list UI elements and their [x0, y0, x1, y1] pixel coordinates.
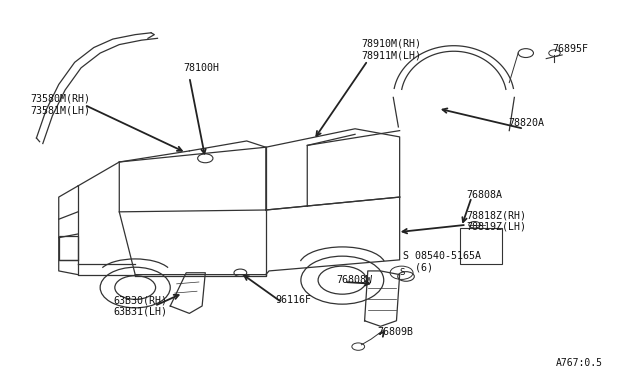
- Text: 78100H: 78100H: [183, 63, 219, 73]
- Text: S: S: [399, 268, 404, 277]
- Text: 73580M(RH)
73581M(LH): 73580M(RH) 73581M(LH): [30, 94, 90, 116]
- Bar: [59, 236, 78, 260]
- Text: A767:0.5: A767:0.5: [556, 358, 603, 368]
- Text: 76809B: 76809B: [378, 327, 413, 337]
- Text: 76808A: 76808A: [467, 190, 502, 200]
- Text: 96116F: 96116F: [275, 295, 312, 305]
- Text: 63B30(RH)
63B31(LH): 63B30(RH) 63B31(LH): [113, 295, 167, 317]
- Text: 78818Z(RH)
78819Z(LH): 78818Z(RH) 78819Z(LH): [467, 210, 527, 232]
- Text: 78820A: 78820A: [508, 118, 544, 128]
- Text: S 08540-5165A
  (6): S 08540-5165A (6): [403, 251, 481, 273]
- Text: 76808W: 76808W: [336, 275, 372, 285]
- Bar: [460, 228, 502, 263]
- Text: 76895F: 76895F: [552, 44, 589, 54]
- Text: 78910M(RH)
78911M(LH): 78910M(RH) 78911M(LH): [362, 39, 421, 60]
